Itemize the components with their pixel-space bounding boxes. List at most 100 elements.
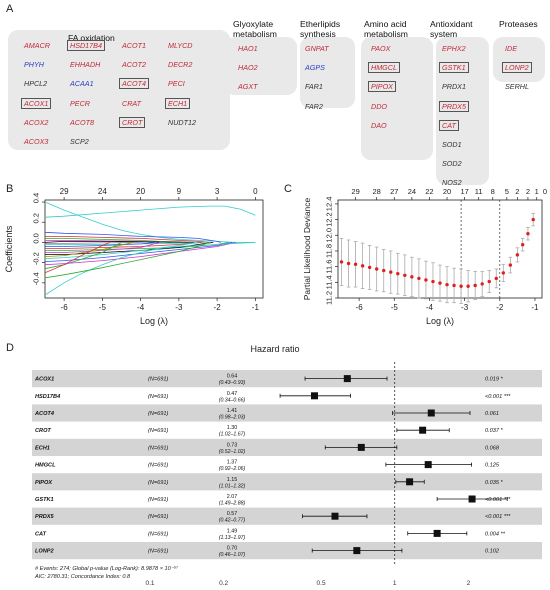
pathway-title: Proteases xyxy=(499,19,538,29)
x-tick-label: -5 xyxy=(391,303,399,312)
x-tick-label: -1 xyxy=(252,303,260,312)
svg-text:(N=691): (N=691) xyxy=(148,445,169,451)
gene-label-acaa1: ACAA1 xyxy=(70,79,94,89)
svg-text:(0.92–2.06): (0.92–2.06) xyxy=(219,466,246,472)
coefficient-path-17 xyxy=(44,242,122,270)
forest-row-hsd17b4: HSD17B4 (N=691) 0.47(0.34–0.66) <0.001 *** xyxy=(35,391,511,404)
gene-label-crat: CRAT xyxy=(122,98,142,108)
forest-row-pipox: PIPOX (N=691) 1.15(1.01–1.32) 0.035 * xyxy=(32,473,542,491)
forest-title: Hazard ratio xyxy=(250,344,299,354)
deviance-point xyxy=(480,270,485,297)
top-tick-label: 22 xyxy=(425,187,433,196)
coefficient-path-1 xyxy=(44,201,256,243)
pathway-box-etherlipids-synthesis xyxy=(300,37,355,108)
deviance-point xyxy=(367,245,372,290)
svg-text:0.068: 0.068 xyxy=(485,445,500,451)
y-tick-label: 0.4 xyxy=(32,193,41,203)
deviance-point xyxy=(531,212,536,227)
gene-label-amacr: AMACR xyxy=(24,41,50,50)
svg-text:1.49: 1.49 xyxy=(227,528,238,534)
x-tick-label: -5 xyxy=(99,303,107,312)
deviance-point xyxy=(403,254,407,297)
top-tick-label: 9 xyxy=(177,187,182,196)
deviance-point xyxy=(339,238,344,286)
gene-label-decr2: DECR2 xyxy=(168,60,193,70)
forest-row-ech1: ECH1 (N=691) 0.73(0.52–1.02) 0.068 xyxy=(32,438,542,456)
svg-text:CAT: CAT xyxy=(35,531,47,537)
y-tick-label: 0.0 xyxy=(32,233,41,243)
forest-row-acox1: ACOX1 (N=691) 0.64(0.43–0.93) 0.019 * xyxy=(32,370,542,388)
x-tick-label: 1 xyxy=(393,580,397,587)
pathway-title: Amino acid metabolism xyxy=(364,19,408,39)
y-axis-label: Partial Likelihood Deviance xyxy=(302,197,312,300)
coefficient-path-21 xyxy=(44,242,210,279)
top-tick-label: 29 xyxy=(351,187,359,196)
deviance-point xyxy=(388,250,393,294)
svg-text:ACOT4: ACOT4 xyxy=(34,411,55,417)
svg-text:(N=691): (N=691) xyxy=(148,514,169,520)
gene-label-ide: IDE xyxy=(505,44,517,53)
y-tick-label: 11.4 xyxy=(325,275,334,289)
gene-label-lonp2: LONP2 xyxy=(502,62,532,74)
top-tick-label: 28 xyxy=(373,187,381,196)
deviance-point xyxy=(445,266,449,304)
svg-text:0.73: 0.73 xyxy=(227,442,238,448)
deviance-point xyxy=(473,270,477,300)
gene-label-hmgcl: HMGCL xyxy=(368,62,400,74)
deviance-point xyxy=(431,262,435,301)
gene-label-acot8: ACOT8 xyxy=(70,117,94,127)
lasso-coefficient-path-chart: -6 -5 -4 -3 -2 -1 29 24 20 9 3 0 -0.4 -0.2 0.0 0.2 0.4 Lo… xyxy=(4,187,264,326)
deviance-point xyxy=(501,263,506,282)
svg-text:HMGCL: HMGCL xyxy=(35,463,56,469)
svg-text:(1.13–1.97): (1.13–1.97) xyxy=(219,535,246,541)
gene-label-ech1: ECH1 xyxy=(165,97,191,109)
top-tick-label: 3 xyxy=(215,187,220,196)
svg-text:PRDX5: PRDX5 xyxy=(35,514,55,520)
deviance-point xyxy=(452,267,456,304)
svg-text:0.004 **: 0.004 ** xyxy=(485,531,506,537)
y-tick-label: 12.2 xyxy=(325,212,334,227)
svg-text:<0.001 ***: <0.001 *** xyxy=(485,497,511,503)
pathway-title: FA oxidation xyxy=(68,33,115,43)
coefficient-path-20 xyxy=(44,242,256,296)
x-tick-label: -6 xyxy=(356,303,364,312)
top-tick-label: 24 xyxy=(408,187,416,196)
svg-text:0.037 *: 0.037 * xyxy=(485,428,504,434)
x-tick-label: -3 xyxy=(175,303,183,312)
gene-label-nudt12: NUDT12 xyxy=(168,117,196,127)
coefficient-path-16 xyxy=(44,242,233,262)
y-tick-label: 11.6 xyxy=(325,260,334,274)
gene-label-gnpat: GNPAT xyxy=(305,44,329,53)
top-tick-label: 27 xyxy=(390,187,398,196)
top-tick-label: 8 xyxy=(491,187,495,196)
coefficient-path-0 xyxy=(44,205,256,218)
x-tick-label: -4 xyxy=(426,303,434,312)
svg-text:(N=691): (N=691) xyxy=(148,497,169,503)
svg-text:ACOX1: ACOX1 xyxy=(34,377,54,383)
pathway-box-proteases xyxy=(493,37,545,82)
gene-label-far2: FAR2 xyxy=(305,101,323,111)
svg-text:(N=691): (N=691) xyxy=(148,463,169,469)
gene-label-nos2: NOS2 xyxy=(442,178,462,188)
forest-row-prdx5: PRDX5 (N=691) 0.57(0.42–0.77) <0.001 *** xyxy=(32,507,542,525)
forest-footnote-aic: AIC: 2780.31; Concordance Index: 0.8 xyxy=(34,574,131,580)
x-axis-label: Log (λ) xyxy=(140,316,168,326)
y-tick-label: 12.0 xyxy=(325,228,334,243)
gene-label-phyh: PHYH xyxy=(24,60,44,70)
forest-row-gstk1: GSTK1 (N=691) 2.07(1.49–2.88) <0.001 *** xyxy=(35,494,511,507)
svg-text:CROT: CROT xyxy=(35,428,51,434)
gene-label-prdx1: PRDX1 xyxy=(442,82,466,92)
top-tick-label: 17 xyxy=(460,187,468,196)
x-tick-label: 0.5 xyxy=(317,580,326,587)
top-tick-label: 0 xyxy=(253,187,258,196)
x-tick-label: -2 xyxy=(214,303,222,312)
svg-text:(N=691): (N=691) xyxy=(148,549,169,555)
forest-footnote-events: # Events: 274; Global p-value (Log-Rank)… xyxy=(35,565,179,572)
coefficient-path-18 xyxy=(44,242,111,274)
svg-text:(0.98–2.03): (0.98–2.03) xyxy=(219,415,246,421)
top-tick-label: 2 xyxy=(515,187,519,196)
svg-text:0.57: 0.57 xyxy=(227,511,238,517)
deviance-point xyxy=(353,241,358,288)
deviance-point xyxy=(466,270,470,303)
gene-label-hao2: HAO2 xyxy=(238,63,258,73)
